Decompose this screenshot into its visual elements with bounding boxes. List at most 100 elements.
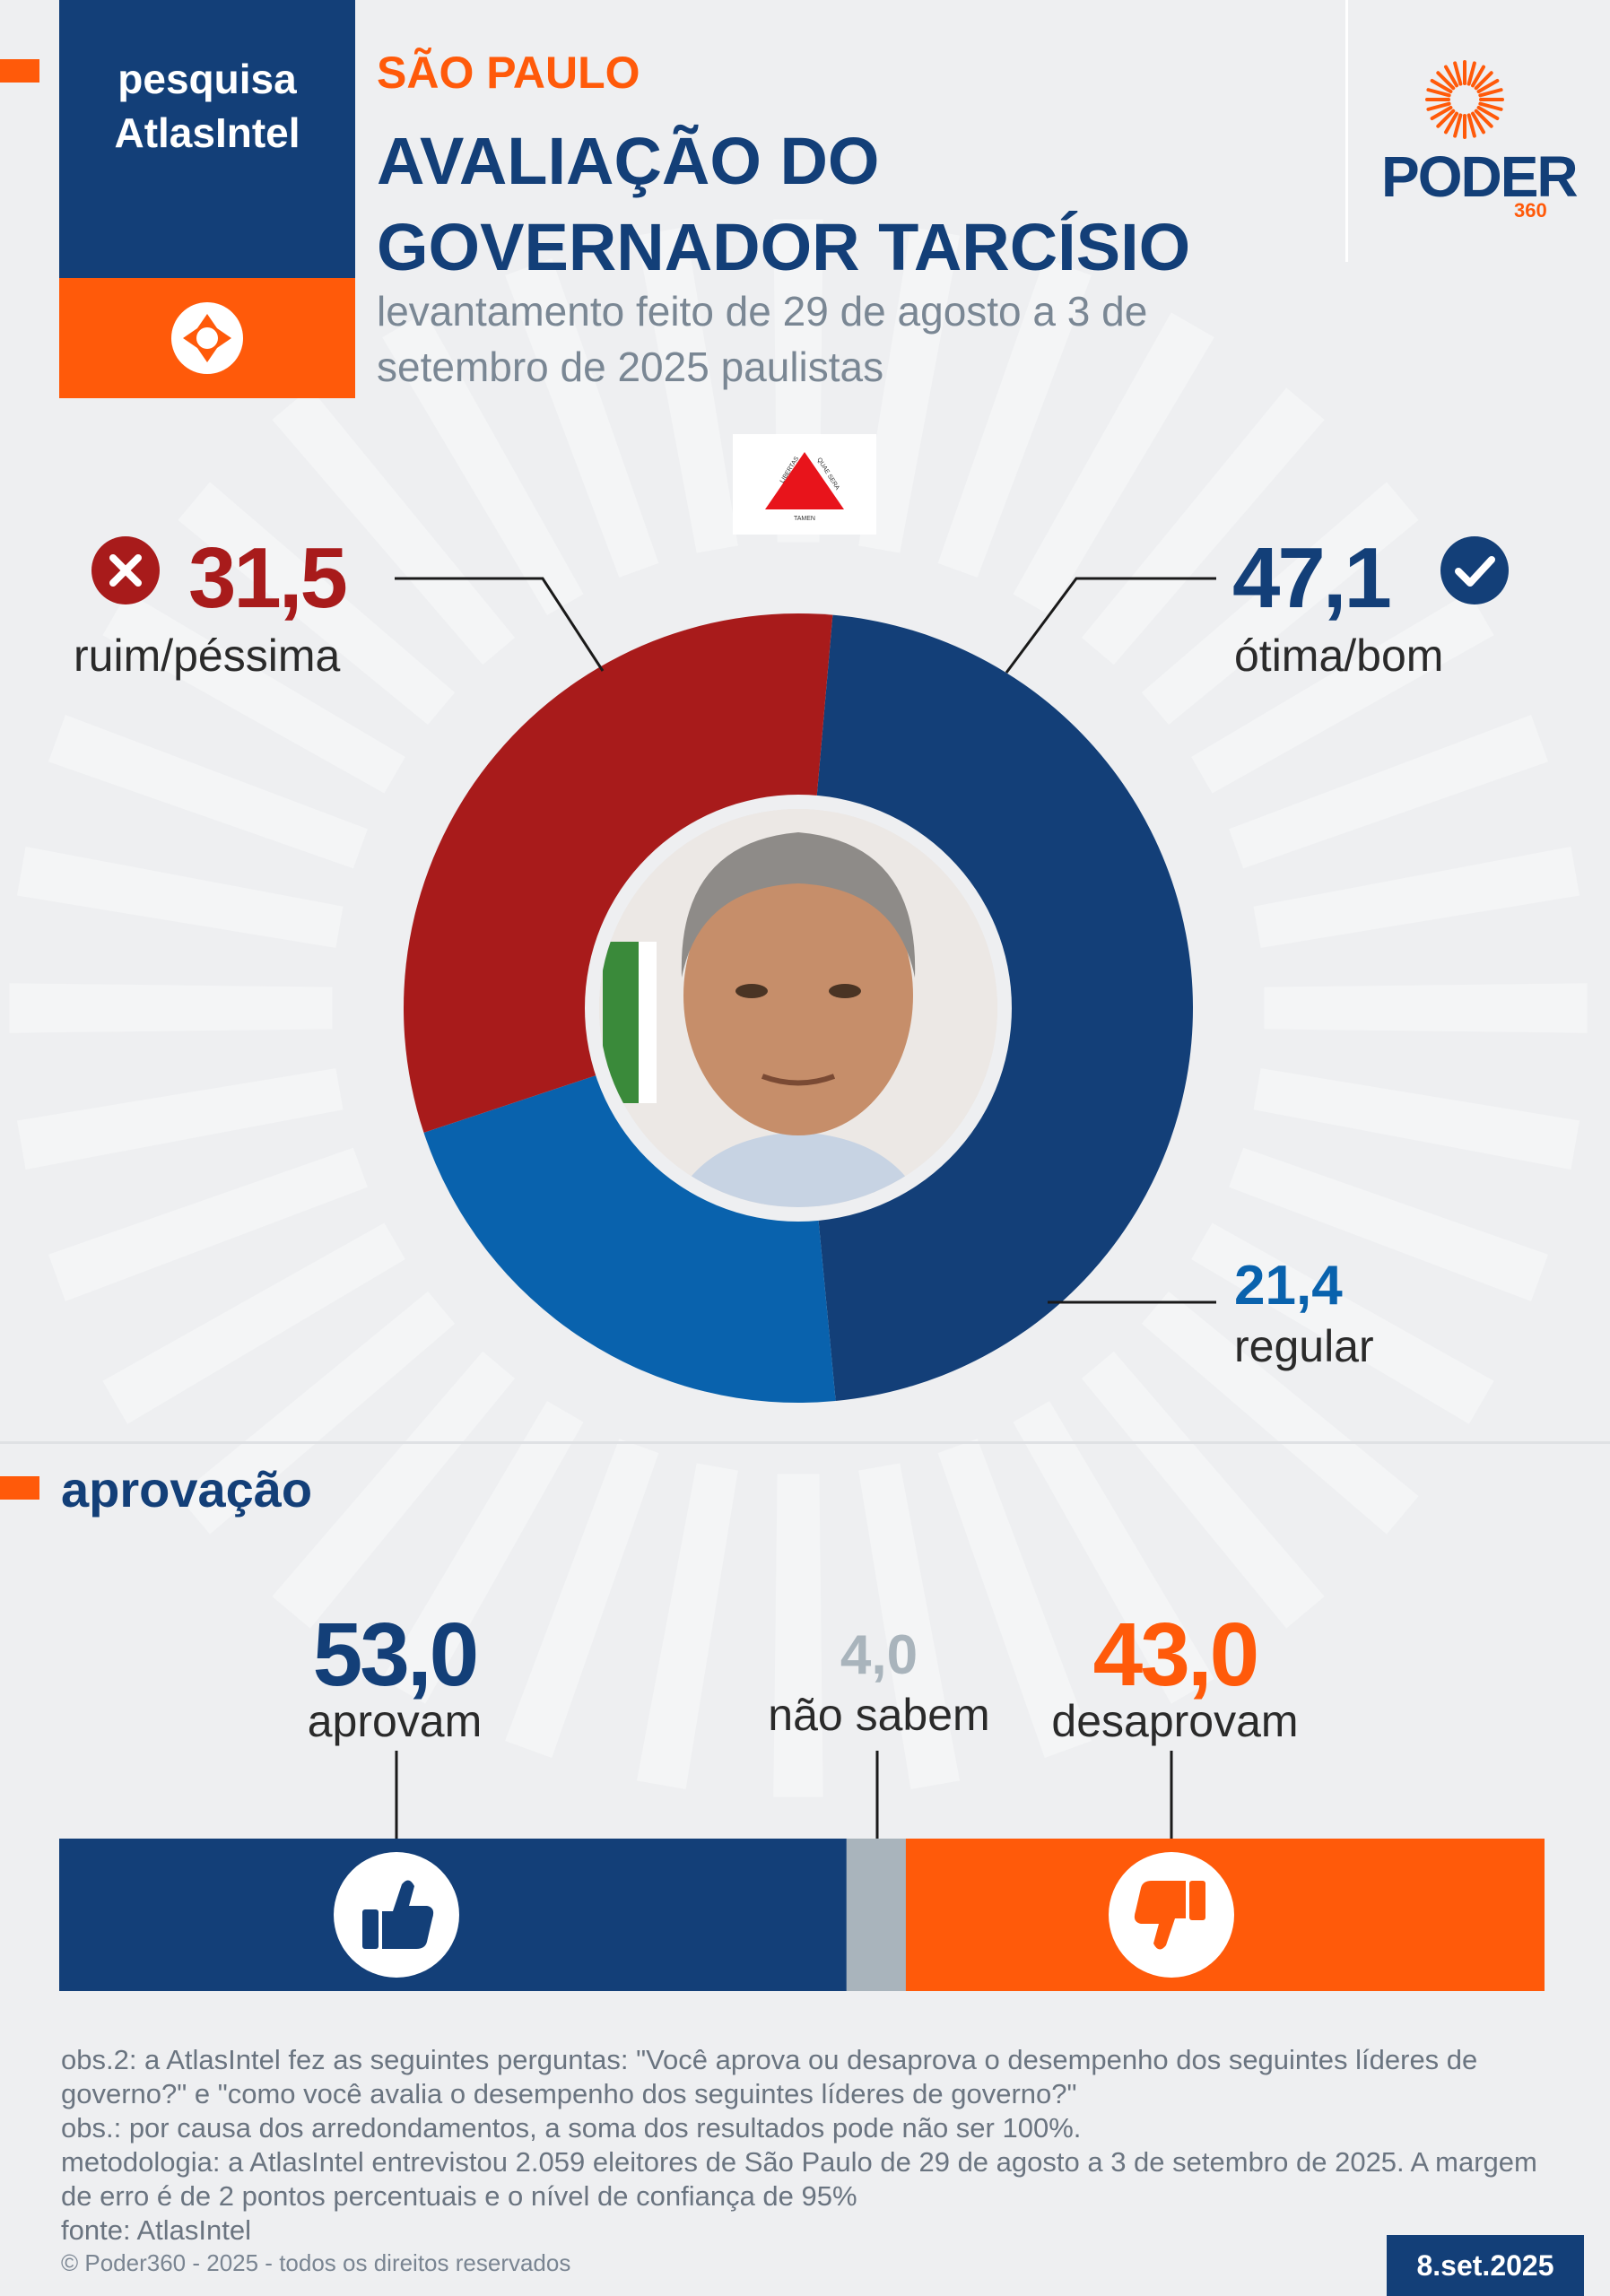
bad-label: ruim/péssima (74, 631, 341, 681)
background-ray (1229, 715, 1548, 869)
sun-ray (1476, 79, 1500, 93)
thumbs-up-icon (334, 1852, 459, 1978)
background-ray (178, 482, 456, 726)
bad-value: 31,5 (188, 530, 348, 626)
background-ray (937, 1439, 1092, 1758)
leader-line-bad (395, 577, 605, 672)
approval-connectors (395, 1751, 1173, 1840)
thumbs-down-icon (1109, 1852, 1234, 1978)
background-ray (505, 1439, 659, 1758)
sun-ray (1453, 113, 1463, 138)
background-ray (1013, 1401, 1214, 1704)
background-ray (9, 983, 333, 1033)
publisher-logo: PODER (1381, 144, 1579, 209)
subtitle-line1: levantamento feito de 29 de agosto a 3 d… (377, 288, 1148, 335)
regular-label: regular (1234, 1321, 1374, 1371)
subtitle-line2: setembro de 2025 paulistas (377, 344, 884, 390)
header-accent-mark (0, 59, 39, 83)
disapprove-label: desaprovam (1051, 1696, 1299, 1746)
background-ray (382, 1401, 584, 1704)
approve-value: 53,0 (312, 1605, 480, 1705)
sun-ray (1478, 101, 1503, 111)
good-label: ótima/bom (1234, 631, 1444, 681)
background-ray (272, 387, 516, 665)
dont-know-label: não sabem (768, 1690, 990, 1740)
section-divider (0, 1441, 1610, 1444)
poder360-sun-icon (1425, 60, 1504, 139)
sun-ray (1444, 111, 1458, 135)
background-ray (16, 846, 344, 948)
regular-value: 21,4 (1234, 1255, 1343, 1317)
bar-segment-dont-know (846, 1839, 907, 1991)
note-source: fonte: AtlasIntel (61, 2214, 251, 2246)
atlas-compass-icon (171, 302, 243, 374)
sun-ray (1466, 113, 1476, 138)
background-ray (858, 1463, 961, 1790)
background-ray (1141, 482, 1419, 726)
background-ray (1253, 846, 1580, 948)
brand-logo-box (59, 278, 355, 398)
background-ray (1141, 1291, 1419, 1535)
dont-know-value: 4,0 (840, 1624, 918, 1686)
background-ray (1229, 1147, 1548, 1301)
sun-ray (1476, 106, 1500, 120)
sun-ray (1436, 109, 1456, 128)
brand-box: pesquisa AtlasIntel (59, 0, 355, 278)
sun-ray (1471, 111, 1485, 135)
brand-line2: AtlasIntel (114, 109, 300, 156)
note-obs2: obs.2: a AtlasIntel fez as seguintes per… (61, 2044, 1478, 2109)
sun-ray (1426, 88, 1451, 98)
header-divider (1345, 0, 1348, 262)
background-ray (1264, 983, 1588, 1033)
background-ray (1013, 312, 1214, 615)
evaluation-donut-chart (395, 577, 1216, 1403)
copyright: © Poder360 - 2025 - todos os direitos re… (61, 2249, 571, 2276)
note-obs: obs.: por causa dos arredondamentos, a s… (61, 2112, 1082, 2144)
background-ray (858, 226, 961, 553)
leader-line-good (1005, 577, 1216, 674)
section-title: aprovação (61, 1461, 313, 1518)
bad-icon (91, 536, 160, 604)
background-ray (1191, 1222, 1494, 1424)
sun-ray (1426, 101, 1451, 111)
page-subtitle: levantamento feito de 29 de agosto a 3 d… (377, 283, 1327, 395)
state-flag: LIBERTAS QUAE SERA TAMEN (733, 434, 876, 535)
title-line2: GOVERNADOR TARCÍSIO (377, 210, 1191, 284)
check-icon (1440, 536, 1509, 604)
background-ray (102, 592, 405, 794)
background-ray (1081, 387, 1325, 665)
approval-stacked-bar (59, 1839, 1545, 1991)
good-value: 47,1 (1232, 530, 1392, 626)
background-ray (773, 1474, 823, 1797)
sun-ray (1430, 79, 1453, 93)
background-ray (102, 1222, 405, 1424)
background-ray (272, 1351, 516, 1629)
leader-lines (395, 577, 1216, 1304)
background-ray (1253, 1068, 1580, 1170)
approve-label: aprovam (307, 1696, 483, 1746)
footnotes: obs.2: a AtlasIntel fez as seguintes per… (61, 2043, 1550, 2248)
sun-ray (1478, 88, 1503, 98)
sun-ray (1466, 61, 1476, 86)
publisher-logo-sub: 360 (1514, 199, 1547, 222)
disapprove-value: 43,0 (1092, 1605, 1260, 1705)
brand-line1: pesquisa (117, 56, 297, 102)
background-ray (1081, 1351, 1325, 1629)
sun-ray (1430, 106, 1453, 120)
background-ray (382, 312, 584, 615)
background-ray (48, 715, 368, 869)
sun-ray (1453, 61, 1463, 86)
sun-ray (1436, 71, 1456, 91)
sun-ray (1444, 65, 1458, 88)
background-ray (505, 258, 659, 578)
background-ray (636, 1463, 738, 1790)
background-ray (1191, 592, 1494, 794)
section-accent-mark (0, 1476, 39, 1500)
svg-text:TAMEN: TAMEN (794, 516, 815, 522)
page-title: AVALIAÇÃO DO GOVERNADOR TARCÍSIO (377, 118, 1292, 291)
note-methodology: metodologia: a AtlasIntel entrevistou 2.… (61, 2146, 1537, 2212)
title-line1: AVALIAÇÃO DO (377, 124, 880, 198)
background-ray (178, 1291, 456, 1535)
background-ray (16, 1068, 344, 1170)
